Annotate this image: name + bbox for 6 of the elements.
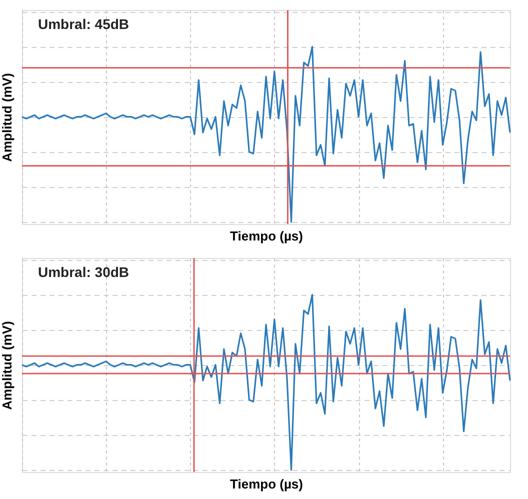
text: Umbral: 45dB bbox=[38, 16, 130, 32]
y-axis-title: Amplitud (mV) bbox=[0, 321, 14, 410]
text: Umbral: 30dB bbox=[38, 264, 130, 280]
x-axis-title: Tiempo (µs) bbox=[230, 476, 303, 492]
y-axis-title: Amplitud (mV) bbox=[0, 73, 14, 162]
x-axis-title: Tiempo (µs) bbox=[230, 228, 303, 244]
